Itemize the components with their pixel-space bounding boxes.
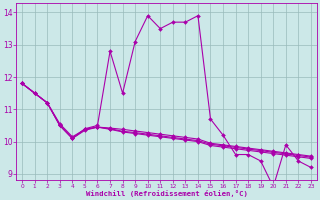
X-axis label: Windchill (Refroidissement éolien,°C): Windchill (Refroidissement éolien,°C)	[86, 190, 247, 197]
